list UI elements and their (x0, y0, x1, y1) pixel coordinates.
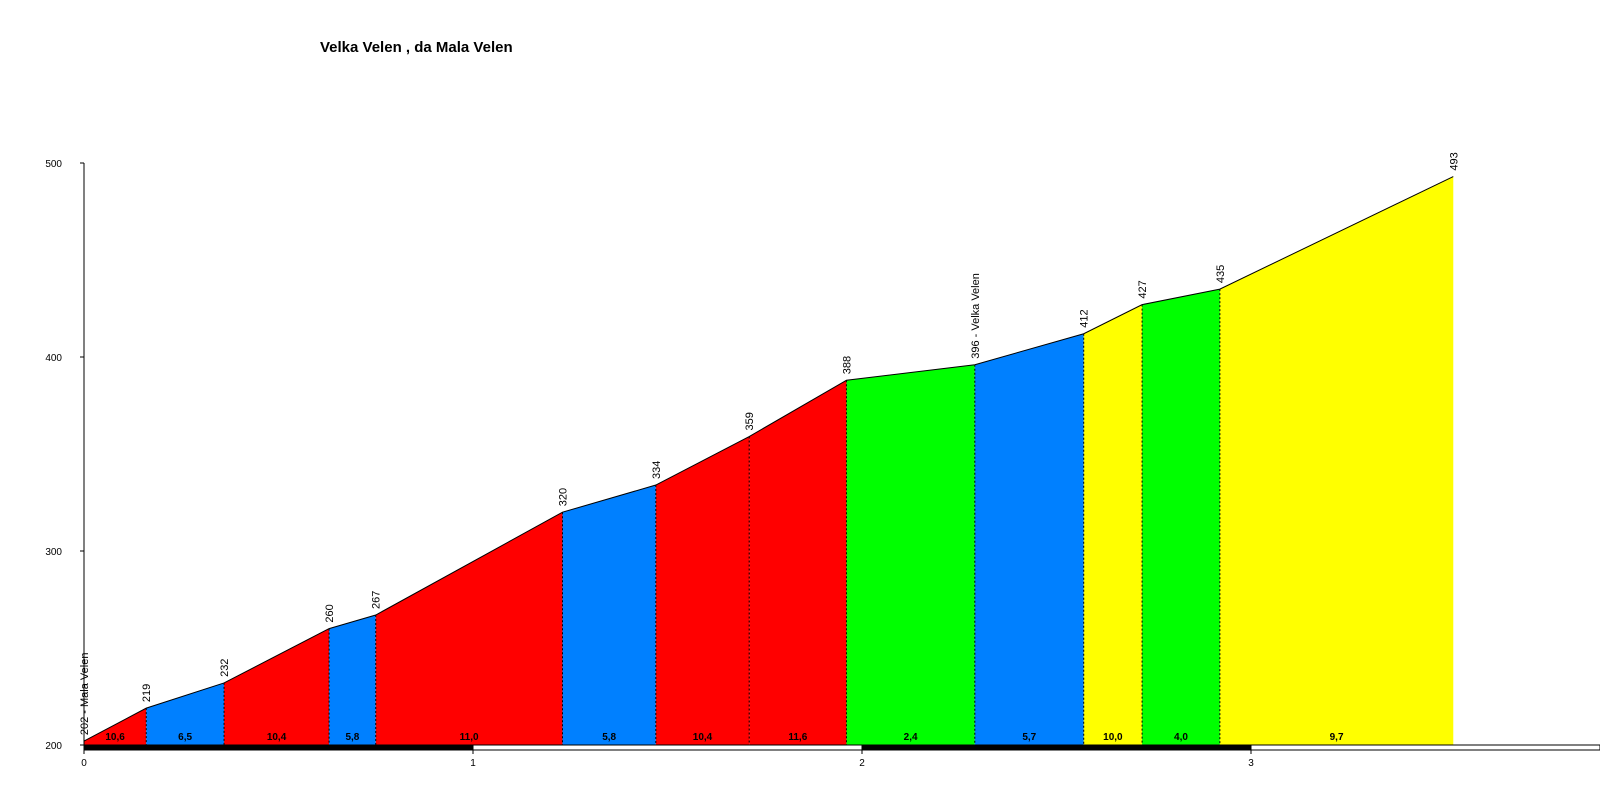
y-tick-label: 200 (45, 741, 62, 752)
y-tick-label: 500 (45, 159, 62, 170)
elevation-label: 232 (219, 659, 231, 677)
y-tick-label: 400 (45, 353, 62, 364)
x-tick-label: 2 (859, 758, 865, 769)
grade-label: 6,5 (178, 732, 192, 743)
grade-label: 11,0 (460, 732, 479, 743)
grade-label: 9,7 (1330, 732, 1344, 743)
grade-label: 10,4 (693, 732, 713, 743)
segment-area (1142, 289, 1220, 745)
profile-line (83, 176, 1454, 742)
profile-line-layer (83, 176, 1454, 742)
elevation-label: 427 (1137, 280, 1149, 298)
segments-layer (84, 176, 1454, 745)
segment-area (749, 380, 847, 745)
grade-label: 10,4 (267, 732, 287, 743)
grade-label: 5,8 (345, 732, 359, 743)
x-tick-label: 3 (1248, 758, 1254, 769)
elevation-label: 396 - Velka Velen (970, 273, 982, 359)
grade-label: 5,8 (602, 732, 616, 743)
grade-label: 10,6 (105, 732, 125, 743)
x-tick-label: 0 (81, 758, 87, 769)
segment-area (974, 333, 1084, 745)
segment-area (1083, 304, 1143, 745)
segment-area (562, 485, 656, 745)
elevation-label: 320 (557, 488, 569, 506)
chart-title: Velka Velen , da Mala Velen (320, 39, 513, 56)
segment-area (329, 615, 376, 745)
elevation-label: 412 (1079, 309, 1091, 327)
elevation-label: 267 (371, 591, 383, 609)
grade-label: 2,4 (904, 732, 918, 743)
grade-label: 10,0 (1103, 732, 1123, 743)
km-bar-segment (1250, 744, 1600, 751)
segment-area (846, 364, 975, 745)
elevation-label: 388 (841, 356, 853, 374)
axes: 200 300 400 500 0 1 2 3 (45, 159, 1600, 769)
km-bar-segment (472, 744, 863, 751)
km-bar-segment (83, 744, 474, 751)
segment-area (375, 512, 563, 745)
segment-area (1219, 176, 1454, 745)
segment-area (84, 708, 147, 745)
elevation-label: 202 - Mala Velen (79, 653, 91, 736)
elevation-label: 219 (141, 684, 153, 702)
elevation-label: 260 (324, 604, 336, 622)
elevation-label: 334 (651, 461, 663, 479)
y-tick-label: 300 (45, 547, 62, 558)
segment-area (146, 682, 225, 745)
grade-label: 4,0 (1174, 732, 1188, 743)
labels-layer: 10,6 6,5 10,4 5,8 11,0 5,8 10,4 11,6 2,4 5,7 10,0 4… (79, 152, 1460, 743)
segment-area (655, 436, 750, 745)
grade-label: 5,7 (1022, 732, 1036, 743)
elevation-label: 493 (1448, 152, 1460, 170)
x-tick-label: 1 (470, 758, 476, 769)
elevation-label: 435 (1215, 265, 1227, 283)
grade-label: 11,6 (788, 732, 807, 743)
elevation-label: 359 (744, 412, 756, 430)
segment-area (224, 628, 330, 745)
km-bar-segment (861, 744, 1252, 751)
